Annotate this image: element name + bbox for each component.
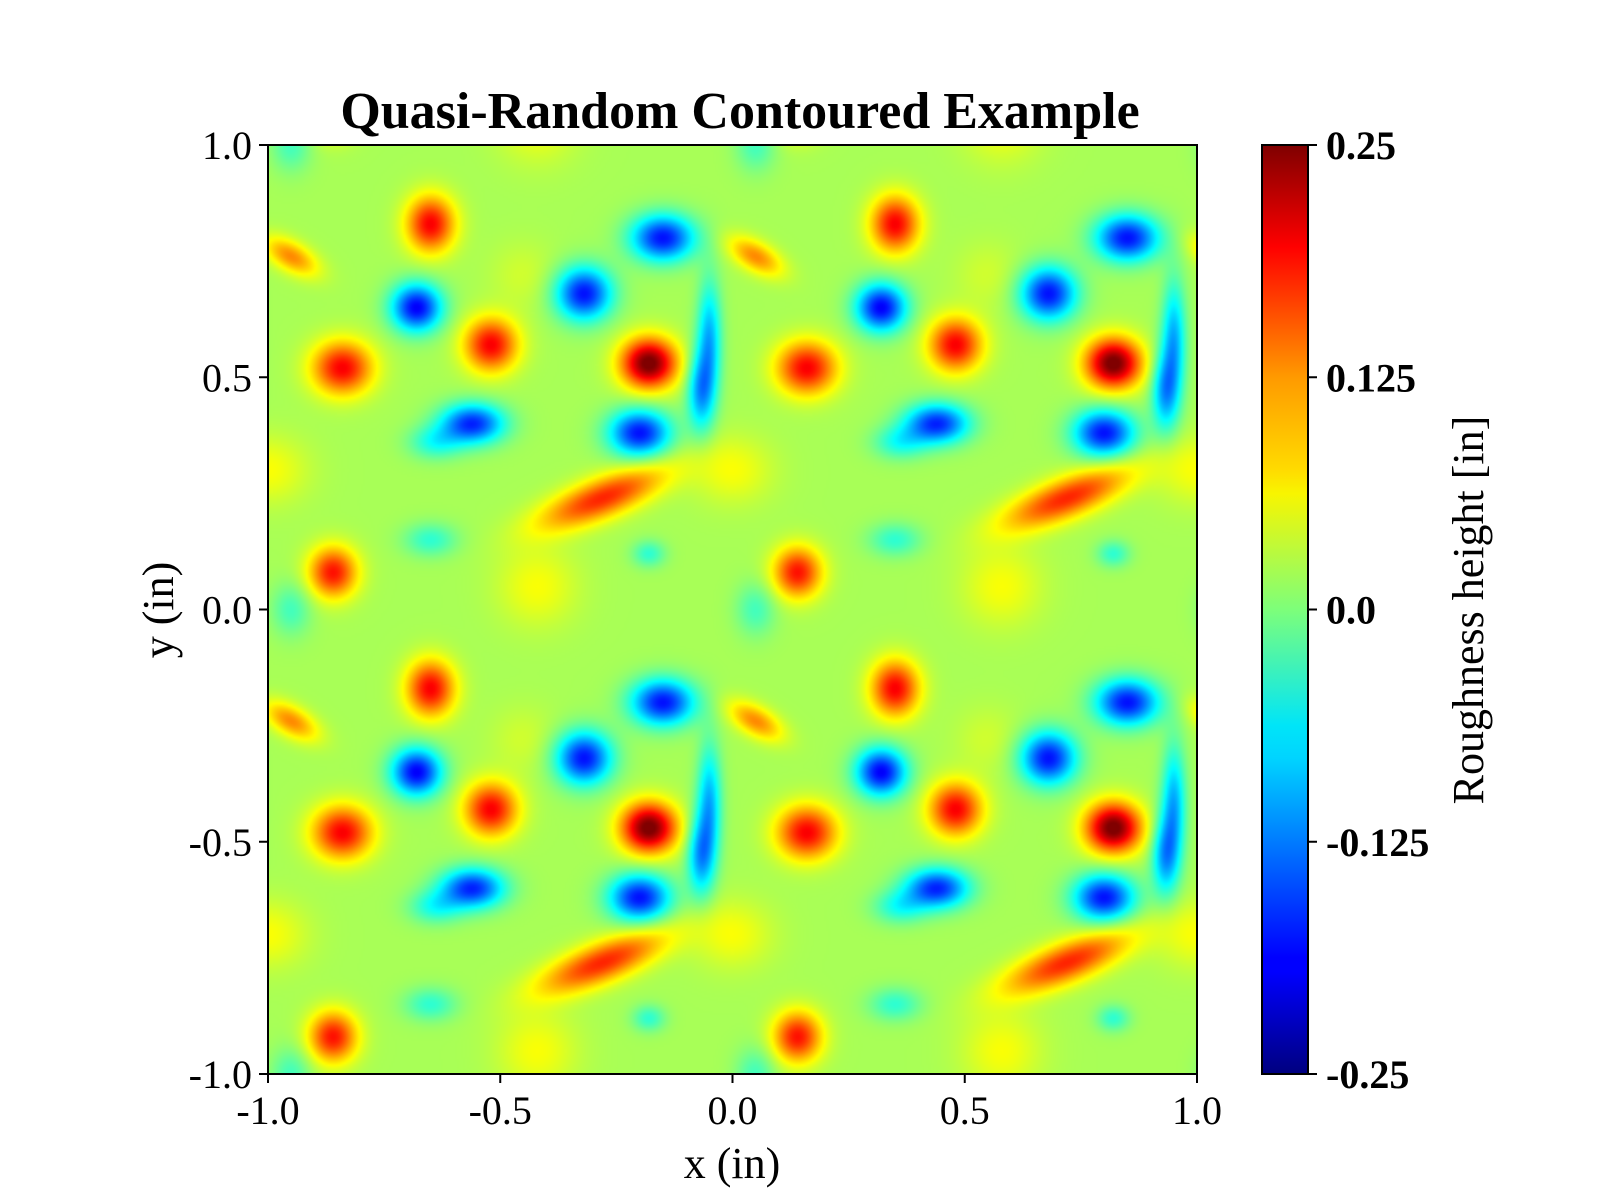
heatmap-plot-area — [268, 145, 1197, 1074]
y-tick-label: 0.0 — [202, 588, 252, 633]
x-tick-label: -1.0 — [236, 1088, 299, 1133]
colorbar-ticks: -0.25 -0.125 0.0 0.125 0.25 — [1308, 123, 1429, 1097]
x-tick-label: 1.0 — [1172, 1088, 1222, 1133]
x-axis-label: x (in) — [684, 1139, 781, 1188]
colorbar-tick-label: 0.25 — [1326, 123, 1396, 168]
colorbar — [1261, 144, 1309, 1075]
colorbar-tick-label: -0.125 — [1326, 820, 1429, 865]
colorbar-label: Roughness height [in] — [1444, 416, 1493, 805]
heatmap-image — [268, 145, 1197, 1074]
y-tick-label: 0.5 — [202, 355, 252, 400]
y-tick-label: -0.5 — [189, 820, 252, 865]
x-tick-label: 0.5 — [940, 1088, 990, 1133]
y-tick-label: -1.0 — [189, 1052, 252, 1097]
x-tick-label: 0.0 — [708, 1088, 758, 1133]
y-tick-label: 1.0 — [202, 123, 252, 168]
chart-title: Quasi-Random Contoured Example — [340, 83, 1139, 140]
x-axis-ticks: -1.0 -0.5 0.0 0.5 1.0 — [236, 1074, 1222, 1133]
colorbar-tick-label: 0.125 — [1326, 355, 1416, 400]
y-axis-label: y (in) — [134, 562, 183, 659]
y-axis-ticks: -1.0 -0.5 0.0 0.5 1.0 — [189, 123, 268, 1097]
colorbar-tick-label: -0.25 — [1326, 1052, 1409, 1097]
colorbar-tick-label: 0.0 — [1326, 588, 1376, 633]
x-tick-label: -0.5 — [469, 1088, 532, 1133]
